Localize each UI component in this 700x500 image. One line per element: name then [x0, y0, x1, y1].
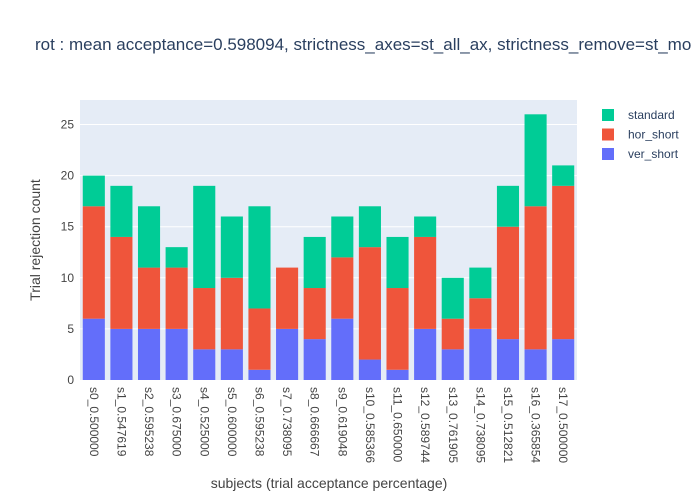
bar-ver_short: [193, 349, 216, 380]
bar-hor_short: [110, 236, 133, 329]
y-tick-label: 20: [61, 169, 75, 183]
legend-swatch-hor_short: [602, 128, 614, 141]
bar-ver_short: [552, 339, 575, 380]
bar-ver_short: [303, 339, 326, 380]
x-tick-label: s14_0.738095: [473, 387, 487, 463]
legend-label-standard: standard: [628, 108, 675, 122]
bar-hor_short: [414, 236, 437, 329]
bar-hor_short: [386, 288, 409, 370]
x-tick-label: s6_0.595238: [252, 387, 266, 457]
bar-ver_short: [441, 349, 464, 380]
bars: [82, 114, 575, 380]
bar-ver_short: [358, 359, 381, 380]
bar-hor_short: [82, 206, 105, 319]
bar-ver_short: [496, 339, 520, 380]
x-tick-label: s9_0.619048: [335, 387, 349, 457]
legend-swatch-standard: [602, 109, 614, 121]
y-tick-label: 10: [61, 271, 75, 285]
bar-ver_short: [414, 328, 437, 380]
bar-standard: [165, 247, 188, 268]
x-tick-label: s8_0.666667: [308, 387, 322, 457]
bar-ver_short: [331, 318, 354, 380]
bar-standard: [110, 185, 133, 237]
x-tick-label: s11_0.650000: [391, 387, 405, 463]
y-tick-label: 25: [61, 118, 75, 132]
legend-label-hor_short: hor_short: [628, 128, 679, 142]
bar-standard: [469, 267, 492, 299]
bar-hor_short: [469, 298, 492, 329]
bar-ver_short: [469, 328, 492, 380]
bar-hor_short: [193, 288, 216, 350]
x-tick-label: s17_0.500000: [556, 387, 570, 463]
bar-standard: [414, 216, 437, 237]
bar-hor_short: [496, 226, 520, 340]
legend-label-ver_short: ver_short: [628, 147, 679, 161]
bar-hor_short: [552, 185, 575, 340]
y-tick-label: 5: [67, 322, 74, 336]
x-axis-title: subjects (trial acceptance percentage): [211, 475, 448, 491]
bar-hor_short: [303, 288, 326, 340]
x-tick-label: s0_0.500000: [87, 387, 101, 457]
x-tick-label: s2_0.595238: [142, 387, 156, 457]
bar-standard: [82, 175, 105, 207]
x-tick-label: s4_0.525000: [197, 387, 211, 457]
bar-standard: [524, 114, 547, 207]
bar-standard: [137, 206, 161, 268]
bar-ver_short: [82, 318, 105, 380]
bar-standard: [303, 236, 326, 289]
bar-ver_short: [386, 369, 409, 380]
bar-ver_short: [524, 349, 547, 380]
x-tick-label: s7_0.738095: [280, 387, 294, 457]
bar-hor_short: [137, 267, 161, 329]
y-tick-label: 15: [61, 220, 75, 234]
x-tick-label: s1_0.547619: [114, 387, 128, 457]
y-axis-ticks: 0 5 10 15 20 25: [61, 118, 75, 387]
legend: standard hor_short ver_short: [602, 108, 679, 161]
bar-standard: [193, 185, 216, 289]
bar-standard: [552, 165, 575, 186]
bar-hor_short: [358, 247, 381, 360]
bar-standard: [441, 277, 464, 319]
bar-hor_short: [276, 267, 299, 329]
bar-standard: [358, 206, 381, 248]
gridlines: [80, 124, 577, 330]
plot-area: [80, 100, 577, 380]
y-tick-label: 0: [67, 373, 74, 387]
x-tick-label: s10_0.585366: [363, 387, 377, 463]
x-tick-label: s12_0.589744: [418, 387, 432, 463]
chart-title: rot : mean acceptance=0.598094, strictne…: [35, 35, 691, 54]
bar-hor_short: [220, 277, 243, 350]
bar-hor_short: [524, 206, 547, 350]
bar-ver_short: [137, 328, 161, 380]
x-tick-label: s13_0.761905: [446, 387, 460, 463]
x-axis-ticks: s0_0.500000 s1_0.547619 s2_0.595238 s3_0.67…: [87, 387, 570, 463]
bar-standard: [220, 216, 243, 278]
bar-standard: [496, 185, 520, 227]
bar-ver_short: [165, 328, 188, 380]
bar-ver_short: [276, 328, 299, 380]
bar-ver_short: [220, 349, 243, 380]
y-axis-title: Trial rejection count: [27, 179, 43, 301]
bar-hor_short: [248, 308, 271, 370]
x-tick-label: s16_0.365854: [529, 387, 543, 463]
bar-ver_short: [248, 369, 271, 380]
x-tick-label: s3_0.675000: [170, 387, 184, 457]
bar-standard: [331, 216, 354, 258]
bar-ver_short: [110, 328, 133, 380]
bar-standard: [386, 236, 409, 289]
bar-hor_short: [331, 257, 354, 319]
bar-hor_short: [165, 267, 188, 329]
x-tick-label: s5_0.600000: [225, 387, 239, 457]
x-tick-label: s15_0.512821: [501, 387, 515, 463]
bar-hor_short: [441, 318, 464, 350]
bar-standard: [248, 206, 271, 309]
legend-swatch-ver_short: [602, 148, 614, 160]
